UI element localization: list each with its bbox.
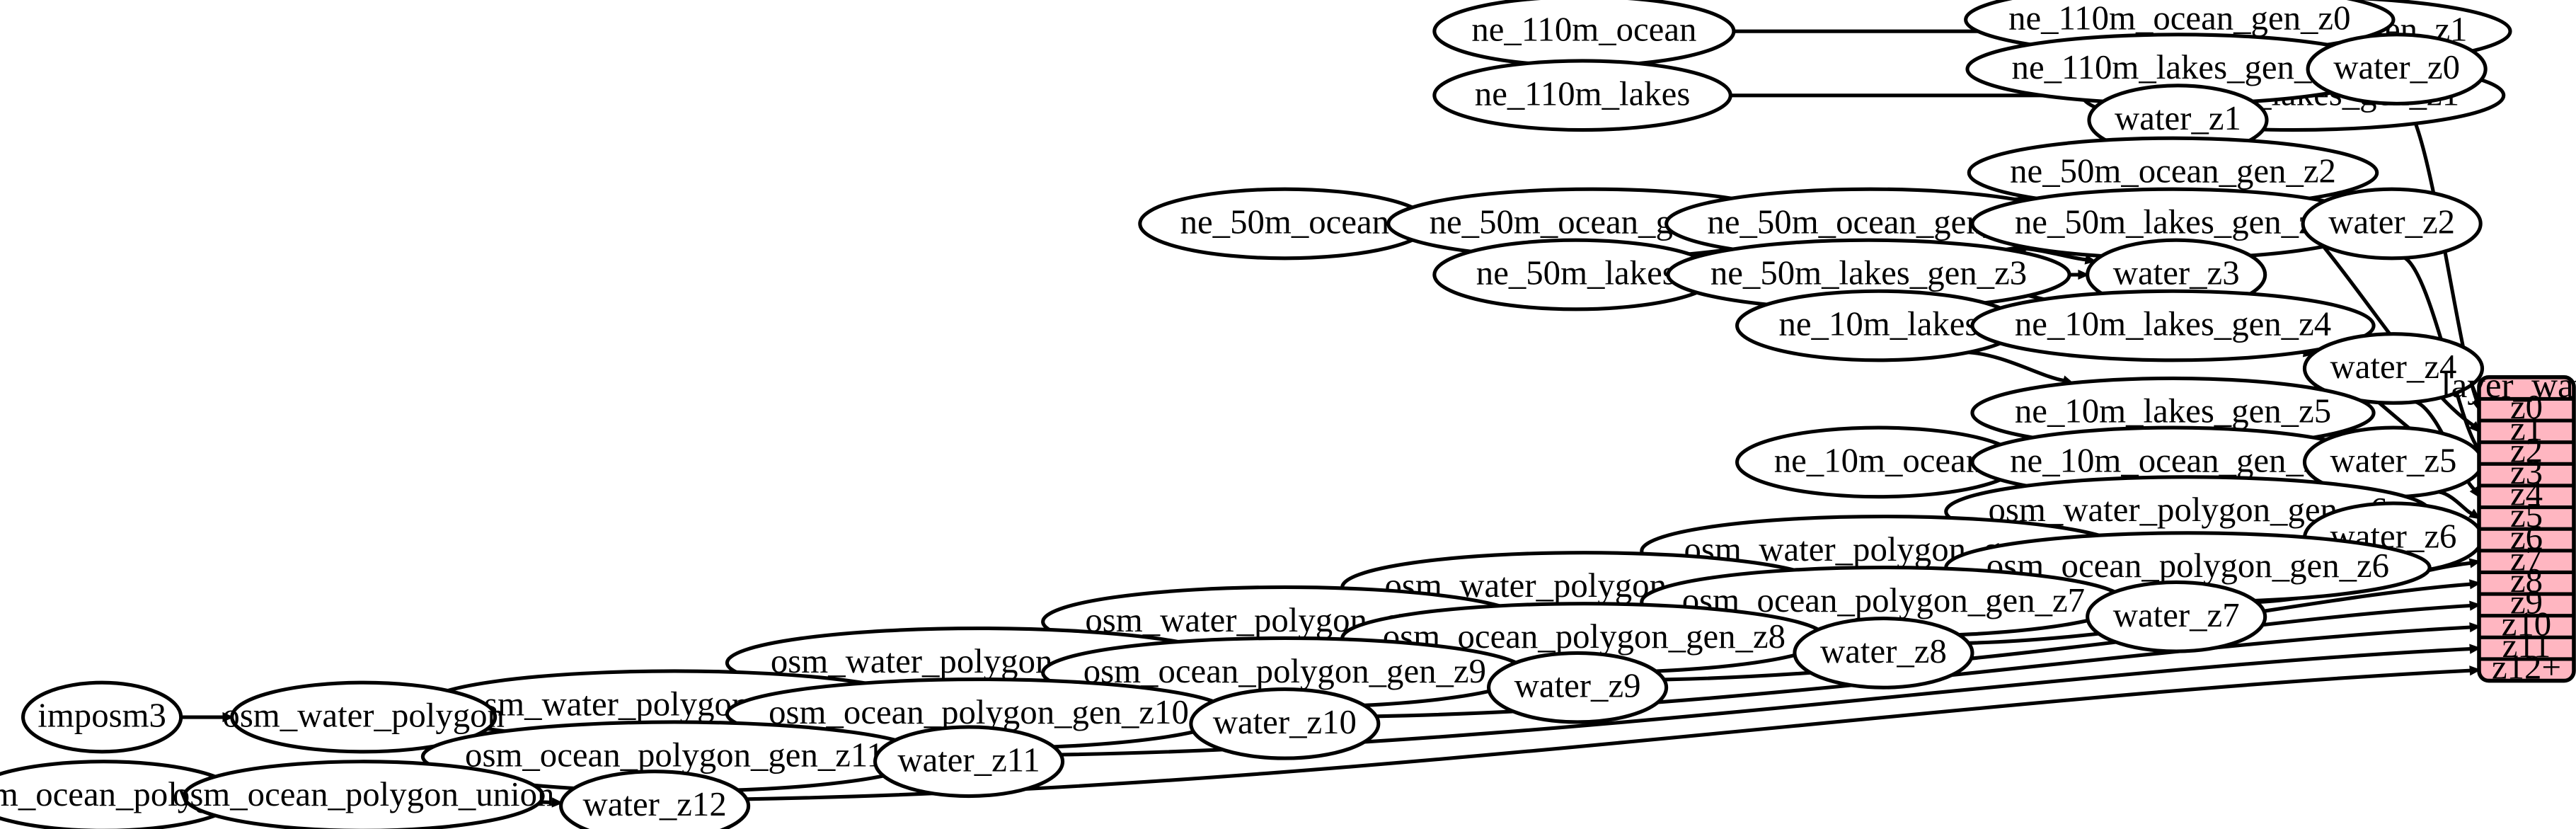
layer-water-table: layer_waterz0z1z2z3z4z5z6z7z8z9z10z11z12… <box>2441 365 2576 687</box>
node-label: water_z4 <box>2330 348 2457 386</box>
graph-node-ne_50m_lakes_gen_z3[interactable]: ne_50m_lakes_gen_z3 <box>1666 238 2071 311</box>
node-label: ne_110m_lakes_gen_z0 <box>2012 48 2345 86</box>
node-label: ne_50m_ocean <box>1180 203 1389 241</box>
arrowhead-icon <box>2468 508 2481 520</box>
row-label: z12+ <box>2492 648 2561 687</box>
graph-node-ne_110m_lakes[interactable]: ne_110m_lakes <box>1432 59 1732 132</box>
graph-node-ne_50m_ocean[interactable]: ne_50m_ocean <box>1138 187 1432 261</box>
graph-node-osm_ocean_polygon_gen_z11[interactable]: osm_ocean_polygon_gen_z11 <box>420 720 928 794</box>
arrowhead-icon <box>222 711 234 723</box>
node-ellipse <box>21 680 183 754</box>
graph-node-water_z9[interactable]: water_z9 <box>1487 651 1669 724</box>
table-row-z5[interactable]: z5 <box>2479 496 2575 534</box>
node-label: osm_water_polygon <box>222 697 505 735</box>
node-ellipse <box>1487 651 1669 724</box>
node-label: ne_50m_lakes <box>1476 254 1676 292</box>
arrowhead-icon <box>2469 579 2481 590</box>
node-label: osm_ocean_polygon_union <box>173 775 555 813</box>
node-label: water_z0 <box>2333 48 2460 86</box>
graph-node-osm_ocean_polygon[interactable]: osm_ocean_polygon <box>0 760 246 829</box>
graph-node-ne_10m_lakes_gen_z5[interactable]: ne_10m_lakes_gen_z5 <box>1970 376 2376 450</box>
node-label: water_z1 <box>2115 99 2241 137</box>
graph-edge <box>1664 600 2481 682</box>
graph-node-water_z4[interactable]: water_z4 <box>2302 332 2485 405</box>
graph-node-ne_10m_lakes[interactable]: ne_10m_lakes <box>1735 289 2022 362</box>
graph-node-water_z8[interactable]: water_z8 <box>1793 617 1974 690</box>
node-label: ne_110m_ocean <box>1471 11 1696 49</box>
node-label: water_z11 <box>897 741 1040 779</box>
node-ellipse <box>1970 289 2376 362</box>
arrowhead-icon <box>2078 269 2090 280</box>
node-ellipse <box>2086 580 2267 653</box>
graph-edge <box>180 711 234 723</box>
graph-node-water_z10[interactable]: water_z10 <box>1189 687 1381 760</box>
graph-node-water_z7[interactable]: water_z7 <box>2086 580 2267 653</box>
graph-node-ne_50m_lakes[interactable]: ne_50m_lakes <box>1432 238 1720 311</box>
graph-node-water_z11[interactable]: water_z11 <box>873 725 1065 799</box>
node-ellipse <box>873 725 1065 799</box>
arrowhead-icon <box>2469 600 2481 611</box>
graph-node-water_z2[interactable]: water_z2 <box>2301 187 2483 261</box>
node-label: water_z3 <box>2113 254 2240 292</box>
node-label: ne_50m_lakes_gen_z2 <box>2015 203 2331 241</box>
graph-node-osm_ocean_polygon_union[interactable]: osm_ocean_polygon_union <box>173 760 555 829</box>
graph-edge <box>2069 269 2090 280</box>
node-label: imposm3 <box>38 697 166 735</box>
arrowhead-icon <box>2469 622 2481 633</box>
node-ellipse <box>1793 617 1974 690</box>
node-ellipse <box>1432 59 1732 132</box>
graph-node-osm_water_polygon[interactable]: osm_water_polygon <box>222 680 505 754</box>
node-label: ne_10m_lakes_gen_z4 <box>2015 305 2331 343</box>
node-label: water_z10 <box>1213 703 1357 741</box>
node-label: water_z7 <box>2113 596 2240 634</box>
graph-node-ne_110m_ocean[interactable]: ne_110m_ocean <box>1432 0 1736 68</box>
node-label: osm_ocean_polygon_gen_z10 <box>769 693 1189 731</box>
node-ellipse <box>2306 33 2488 105</box>
graph-node-imposm3[interactable]: imposm3 <box>21 680 183 754</box>
node-label: ne_110m_lakes <box>1475 74 1691 113</box>
graph-node-water_z12[interactable]: water_z12 <box>559 770 751 829</box>
node-label: ne_50m_lakes_gen_z3 <box>1710 254 2027 292</box>
node-label: ne_10m_lakes_gen_z5 <box>2015 392 2331 430</box>
node-ellipse <box>230 680 498 754</box>
node-label: water_z12 <box>582 785 726 823</box>
graph-node-ne_50m_ocean_gen_z2[interactable]: ne_50m_ocean_gen_z2 <box>1967 136 2379 210</box>
node-label: osm_ocean_polygon_gen_z11 <box>465 736 884 774</box>
node-label: ne_10m_ocean <box>1774 441 1983 479</box>
arrowhead-icon <box>2469 644 2481 654</box>
arrowhead-icon <box>2469 665 2481 676</box>
graph-node-water_z0[interactable]: water_z0 <box>2306 33 2488 105</box>
node-label: water_z5 <box>2330 441 2457 479</box>
node-label: water_z8 <box>1820 632 1947 670</box>
table-row-z12+[interactable]: z12+ <box>2479 648 2575 687</box>
arrowhead-icon <box>551 797 564 808</box>
edge-line <box>1664 603 2471 682</box>
node-label: ne_10m_ocean_gen_z5 <box>2010 441 2336 479</box>
graph-node-ne_10m_lakes_gen_z4[interactable]: ne_10m_lakes_gen_z4 <box>1970 289 2376 362</box>
node-ellipse <box>2302 332 2485 405</box>
node-label: water_z2 <box>2328 203 2455 241</box>
arrowhead-icon <box>2468 558 2481 568</box>
node-ellipse <box>559 770 751 829</box>
node-ellipse <box>1189 687 1381 760</box>
node-label: osm_ocean_polygon_gen_z9 <box>1083 652 1486 690</box>
node-label: water_z9 <box>1514 667 1641 705</box>
node-label: ne_110m_ocean_gen_z0 <box>2008 0 2350 37</box>
nodes-layer: ne_110m_oceanne_110m_ocean_gen_z1ne_110m… <box>0 0 2512 829</box>
node-label: ne_10m_lakes <box>1778 305 1978 343</box>
node-ellipse <box>182 760 545 829</box>
node-ellipse <box>2301 187 2483 261</box>
edge-line <box>1968 350 2064 383</box>
node-label: ne_50m_ocean_gen_z2 <box>2010 151 2336 190</box>
graph-node-ne_50m_lakes_gen_z2[interactable]: ne_50m_lakes_gen_z2 <box>1970 187 2376 261</box>
graph-edge <box>1968 350 2074 386</box>
